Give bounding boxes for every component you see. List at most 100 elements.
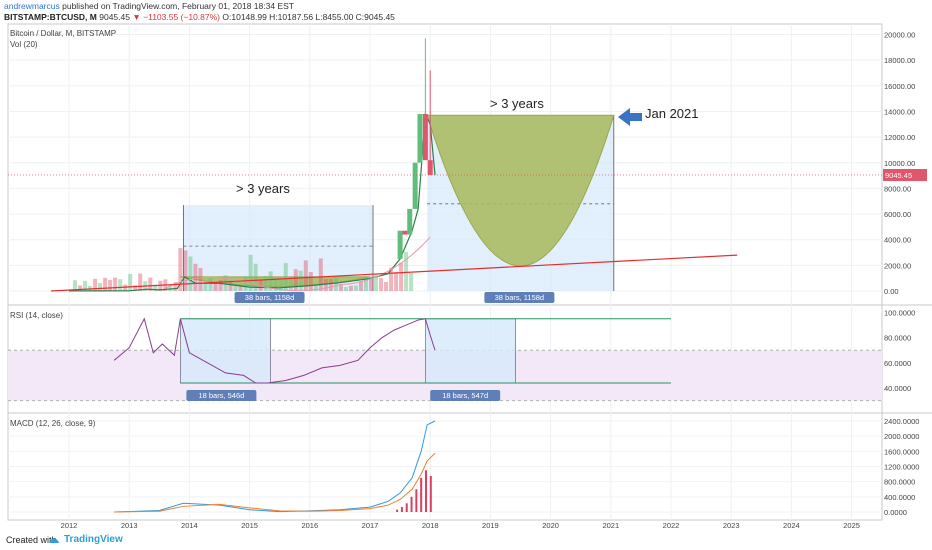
chart-svg: 2012 2013 2014 2015 2016 2017 2018 2019 2020 2021… [7, 23, 932, 530]
volume-bar [208, 277, 213, 291]
ohlc-values: O:10148.99 H:10187.56 L:8455.00 C:9045.4… [222, 12, 395, 22]
macd-tick-label: 1600.0000 [884, 447, 919, 456]
volume-bar [203, 281, 208, 291]
trend-line [50, 254, 738, 292]
macd-histogram-bar [405, 503, 408, 512]
last-price-tag [883, 168, 927, 181]
macd-histogram-bar [420, 477, 423, 512]
published-text: published on TradingView.com, February 0… [59, 1, 294, 11]
macd-pane-title: MACD (12, 26, close, 9) [10, 419, 96, 428]
price-candle [412, 162, 418, 209]
volume-bar [168, 284, 173, 291]
moving-average-line [165, 236, 431, 292]
macd-histogram-bar [424, 470, 427, 512]
x-tick-label: 2024 [783, 521, 800, 530]
macd-tick-label: 2400.0000 [884, 417, 919, 426]
volume-bar [138, 273, 143, 291]
volume-bar [128, 273, 133, 291]
volume-bar [323, 279, 328, 291]
volume-bar [133, 285, 138, 291]
price-candle [417, 114, 423, 163]
volume-bar [338, 285, 343, 291]
x-tick-label: 2019 [482, 521, 499, 530]
x-tick-label: 2017 [362, 521, 379, 530]
publish-line: andrewmarcus published on TradingView.co… [4, 1, 294, 12]
volume-bar [379, 278, 384, 291]
volume-bar [153, 284, 158, 291]
x-tick-label: 2016 [301, 521, 318, 530]
volume-bar [113, 277, 118, 291]
created-with-text: Created with [6, 535, 57, 545]
volume-bar [399, 262, 404, 291]
x-tick-label: 2023 [723, 521, 740, 530]
price-tick-label: 20000.00 [884, 31, 915, 40]
macd-tick-label: 2000.0000 [884, 432, 919, 441]
rsi-range-right [425, 318, 516, 384]
price-candle [397, 230, 403, 259]
price-tick-label: 2000.00 [884, 261, 911, 270]
volume-bar [328, 278, 333, 291]
volume-bar [73, 280, 78, 291]
bars-label-price-left-bg [234, 292, 305, 303]
signal-line [114, 452, 436, 513]
volume-bar [158, 280, 163, 291]
tradingview-logo-icon [49, 538, 59, 543]
volume-bar [98, 283, 103, 291]
price-tick-label: 4000.00 [884, 236, 911, 245]
price-tick-label: 16000.00 [884, 82, 915, 91]
volume-bar [108, 280, 113, 291]
last-price: 9045.45 [99, 12, 130, 22]
tradingview-brand[interactable]: TradingView [64, 534, 123, 545]
volume-bar [409, 273, 414, 291]
price-tick-label: 0.00 [884, 287, 899, 296]
volume-bar [83, 280, 88, 291]
volume-bar [213, 282, 218, 291]
volume-bar [263, 276, 268, 291]
price-tick-label: 8000.00 [884, 184, 911, 193]
bars-label-rsi-left-bg [186, 390, 257, 401]
volume-bar [389, 267, 394, 291]
volume-bar [278, 279, 283, 291]
volume-bar [78, 285, 83, 291]
volume-bar [173, 282, 178, 291]
volume-bar [218, 280, 223, 291]
x-tick-label: 2025 [843, 521, 860, 530]
volume-bar [228, 280, 233, 291]
author-link[interactable]: andrewmarcus [4, 1, 60, 11]
volume-bar [103, 277, 108, 291]
bars-label-price-right: 38 bars, 1158d [495, 293, 544, 302]
volume-bar [243, 276, 248, 291]
volume-title: Vol (20) [10, 40, 38, 49]
rsi-tick-label: 40.0000 [884, 384, 911, 393]
volume-bar [384, 281, 389, 291]
volume-bar [333, 277, 338, 291]
x-tick-label: 2021 [602, 521, 619, 530]
volume-bar [253, 263, 258, 291]
rsi-line [113, 317, 436, 384]
macd-tick-label: 1200.0000 [884, 463, 919, 472]
volume-bar [178, 248, 183, 291]
volume-bar [318, 258, 323, 291]
x-tick-label: 2015 [241, 521, 258, 530]
volume-bar [404, 251, 409, 291]
price-tick-label: 12000.00 [884, 133, 915, 142]
macd-line [114, 420, 436, 513]
macd-histogram-bar [429, 475, 432, 512]
price-candle [422, 114, 428, 161]
years-label-right: > 3 years [490, 96, 544, 111]
volume-bar [353, 285, 358, 291]
price-tick-label: 10000.00 [884, 159, 915, 168]
price-tick-label: 14000.00 [884, 107, 915, 116]
macd-histogram-bar [410, 496, 413, 512]
volume-bar [343, 286, 348, 291]
volume-bar [394, 271, 399, 291]
x-tick-label: 2014 [181, 521, 198, 530]
volume-bar [148, 277, 153, 291]
volume-bar [363, 276, 368, 291]
volume-bar [258, 280, 263, 291]
volume-bar [223, 275, 228, 291]
volume-bar [233, 283, 238, 291]
symbol-line: BITSTAMP:BTCUSD, M 9045.45 ▼ −1103.55 (−… [4, 12, 395, 23]
jan-2021-label: Jan 2021 [645, 106, 699, 121]
macd-tick-label: 0.0000 [884, 508, 907, 517]
